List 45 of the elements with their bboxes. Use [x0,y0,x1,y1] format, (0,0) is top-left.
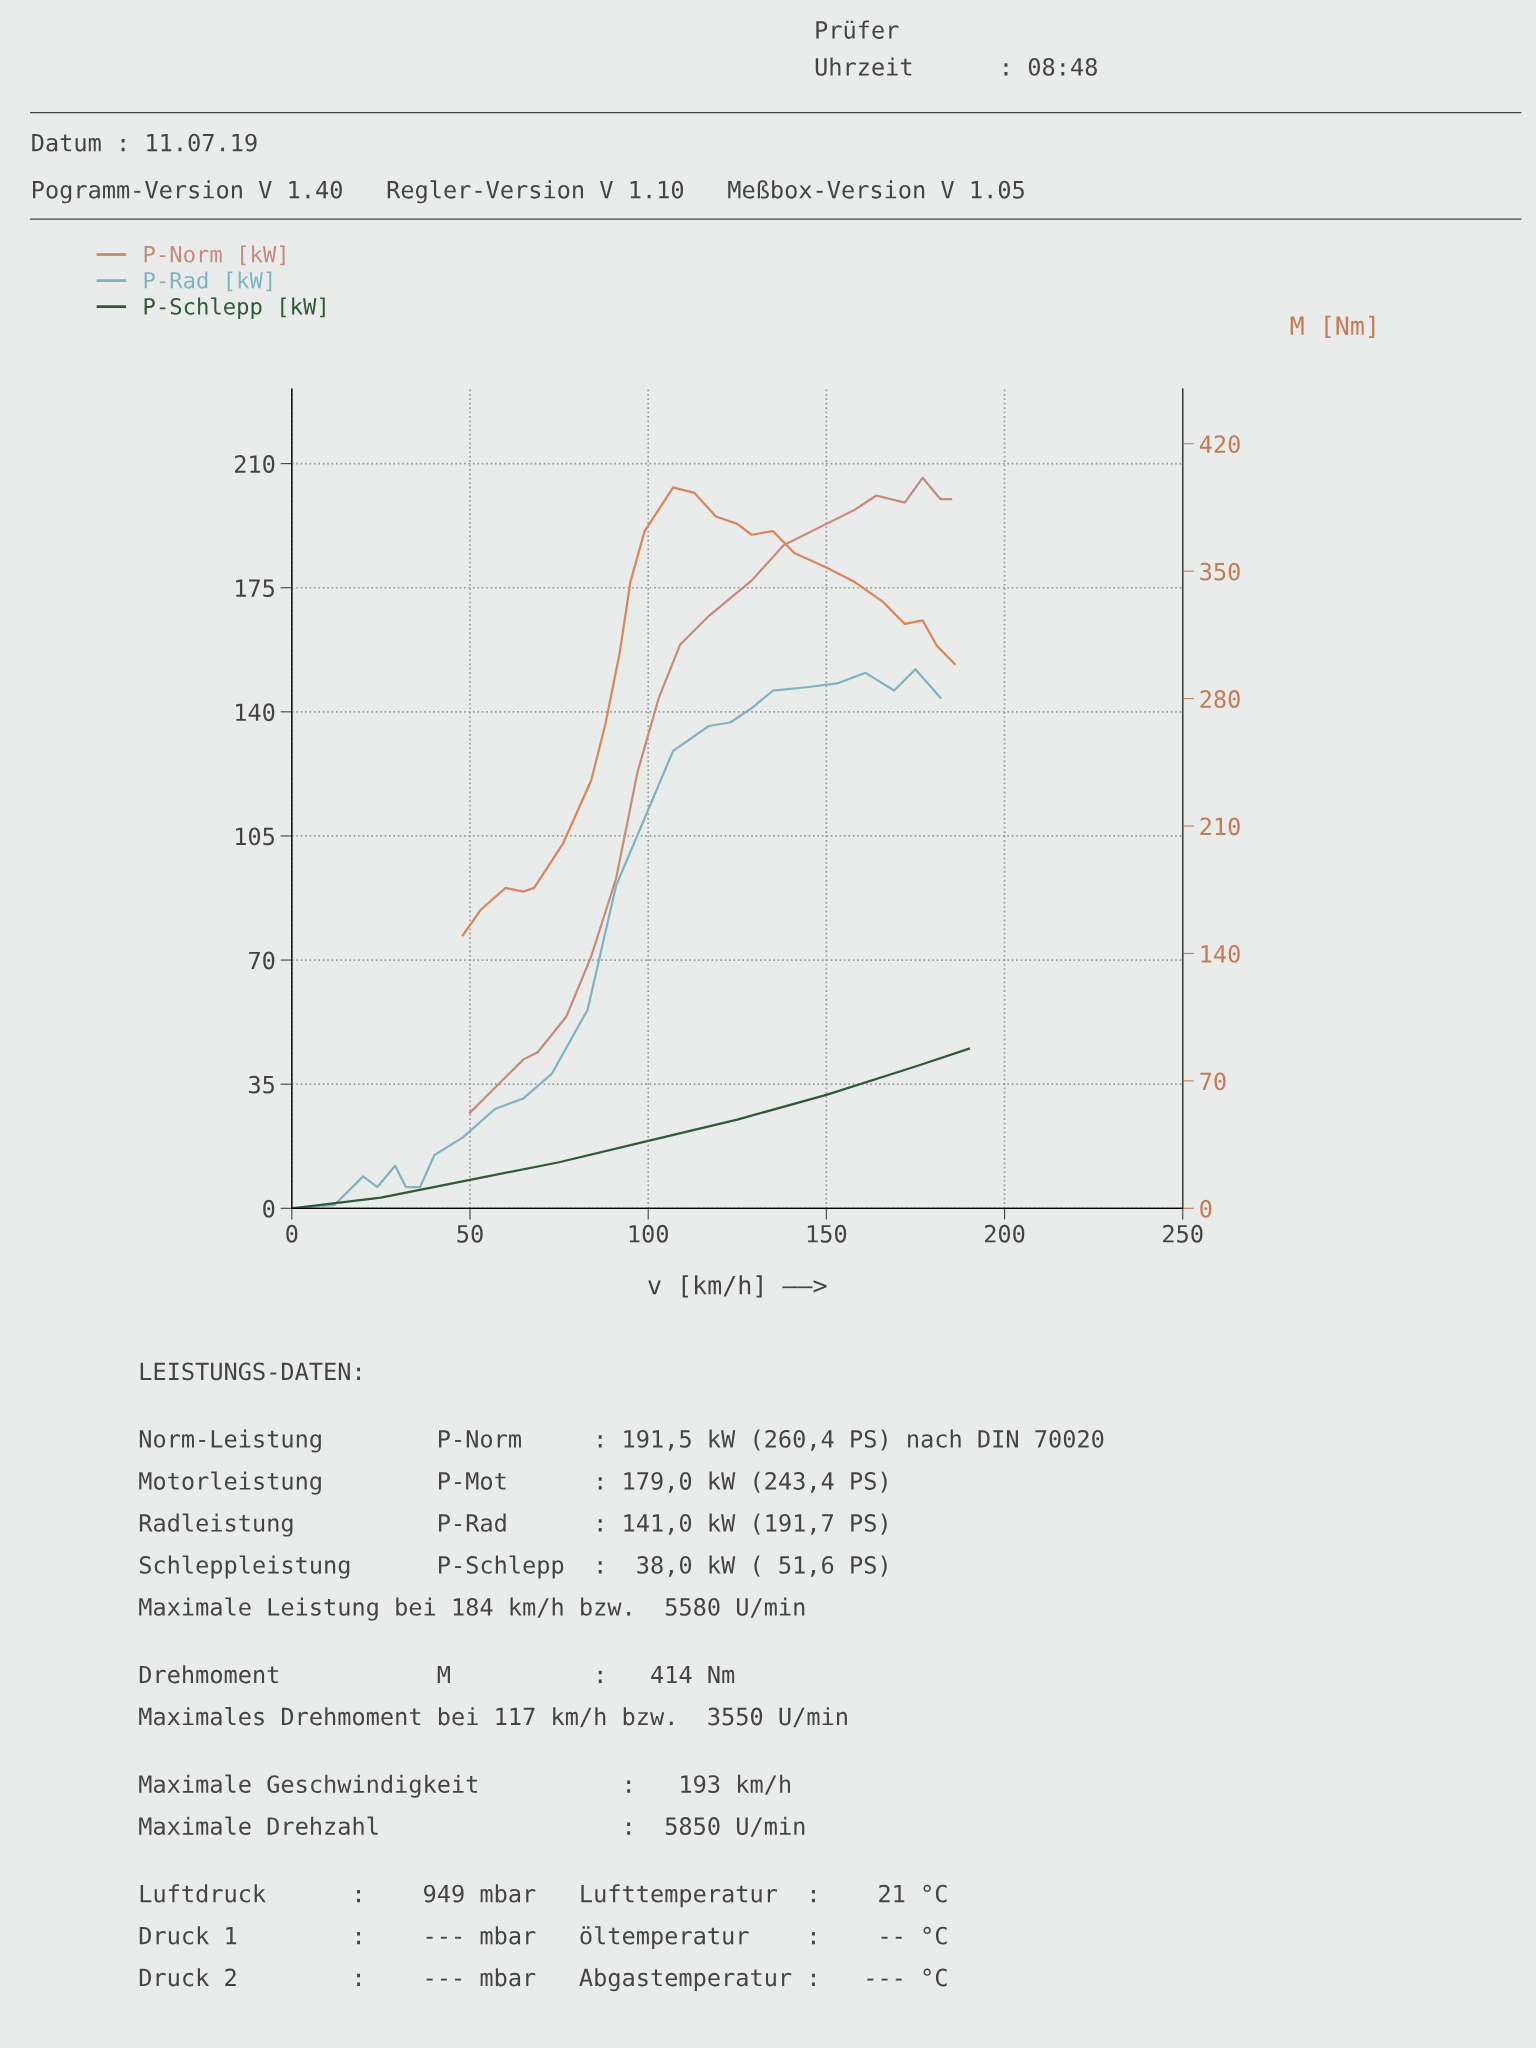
text: Maximale Geschwindigkeit : 193 km/h [139,1774,791,1798]
text: Datum : 11.07.19 [32,133,257,152]
text: Drehmoment M : 414 Nm [139,1665,735,1684]
text: Radleistung P-Rad : 141,0 kW (191,7 PS) [139,1513,887,1537]
x-tick-label: 50 [457,1224,483,1243]
y-tick-label: 140 [236,703,275,722]
y-tick-label: 105 [236,827,274,846]
y-tick-label: 210 [234,455,275,473]
x-tick-label: 100 [629,1224,668,1243]
legend-label: P-Schlepp [kW] [144,297,325,320]
y2-tick-label: 210 [1200,817,1240,836]
x-axis-title: v [km/h] ——> [648,1275,827,1298]
text: Maximales Drehmoment bei 117 km/h bzw. 3550 U/min [139,1707,847,1728]
text: Motorleistung P-Mot : 179,0 kW (243,4 PS) [139,1471,887,1495]
text: Luftdruck : 949 mbar Lufttemperatur : 21 °C [140,1884,947,1908]
text: Uhrzeit : 08:48 [815,57,1097,76]
y2-tick-label: 350 [1200,562,1240,581]
line-series [291,1047,971,1209]
text: Norm-Leistung P-Norm : 191,5 kW (260,4 PS) nach DIN 70020 [139,1429,1104,1453]
y2-tick-label: 0 [1200,1199,1212,1218]
y-tick-label: 70 [249,951,275,970]
x-tick-label: 0 [286,1224,298,1243]
text: Druck 2 : --- mbar Abgastemperatur : --- °C [139,1968,947,1992]
y2-tick-label: 280 [1200,690,1240,708]
text: Schleppleistung P-Schlepp : 38,0 kW ( 51,6 PS) [139,1555,887,1579]
y-tick-label: 35 [249,1075,274,1094]
text: Druck 1 : --- mbar öltemperatur : -- °C [139,1926,947,1950]
text: Maximale Drehzahl : 5850 U/min [139,1816,805,1837]
x-tick-label: 250 [1163,1224,1203,1243]
y-tick-label: 0 [263,1199,275,1218]
text: Pogramm-Version V 1.40 Regler-Version V 1.10 Meßbox-Version V 1.05 [32,180,1024,204]
legend-label: P-Norm [kW] [144,245,285,266]
text: Maximale Leistung bei 184 km/h bzw. 5580 U/min [139,1597,805,1621]
text: LEISTUNGS-DATEN: [140,1362,361,1381]
text: Prüfer [816,20,899,39]
x-tick-label: 200 [984,1224,1025,1243]
line-series [468,476,953,1114]
y-tick-label: 175 [236,579,274,598]
line-series [461,486,956,937]
x-tick-label: 150 [807,1224,847,1243]
y2-tick-label: 140 [1201,944,1240,963]
y2-tick-label: 420 [1199,435,1240,454]
y2-tick-label: 70 [1200,1072,1226,1091]
y2-axis-title: M [Nm] [1290,315,1375,339]
legend-label: P-Rad [kW] [144,271,272,292]
